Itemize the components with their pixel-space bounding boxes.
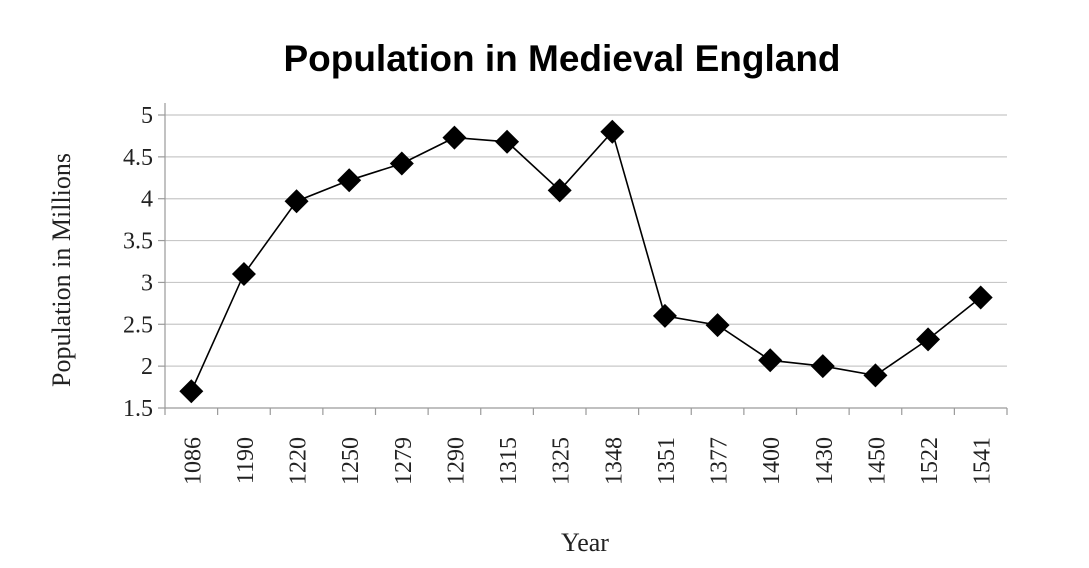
x-tick-label: 1220 <box>286 437 312 485</box>
axes <box>164 103 1007 409</box>
data-point-marker <box>652 303 677 328</box>
x-axis-title: Year <box>561 528 609 557</box>
data-point-marker <box>179 379 204 404</box>
x-tick-label: 1325 <box>549 437 575 485</box>
x-tick-label: 1086 <box>180 437 206 485</box>
x-tick-label: 1315 <box>496 437 522 485</box>
y-tick-label: 1.5 <box>123 396 153 422</box>
x-axis-ticks: 1086 1190 1220 1250 1279 1290 1315 1325 1348 1351… <box>164 408 1008 485</box>
x-tick-label: 1190 <box>233 437 259 484</box>
x-tick-label: 1430 <box>812 437 838 485</box>
data-point-marker <box>705 313 730 338</box>
x-tick-label: 1522 <box>917 437 943 485</box>
y-tick-label: 3 <box>141 270 153 296</box>
data-point-marker <box>810 354 835 379</box>
chart-title: Population in Medieval England <box>283 38 840 79</box>
x-tick-label: 1541 <box>970 437 996 485</box>
x-tick-label: 1377 <box>707 437 733 485</box>
series-population <box>179 119 993 404</box>
data-point-marker <box>442 125 467 150</box>
data-point-marker <box>389 151 414 176</box>
y-tick-label: 2 <box>141 354 153 380</box>
x-tick-label: 1450 <box>864 437 890 485</box>
data-point-marker <box>337 168 362 193</box>
data-point-marker <box>863 363 888 388</box>
y-axis-ticks: 1.5 2 2.5 3 3.5 4 4.5 5 <box>123 103 165 422</box>
series-line <box>190 130 982 392</box>
data-point-marker <box>495 129 520 154</box>
x-tick-label: 1279 <box>391 437 417 485</box>
x-tick-label: 1250 <box>338 437 364 485</box>
data-point-marker <box>968 285 993 310</box>
data-point-marker <box>600 119 625 144</box>
y-tick-label: 4.5 <box>123 145 153 171</box>
y-tick-label: 2.5 <box>123 312 153 338</box>
x-tick-label: 1348 <box>601 437 627 485</box>
data-point-marker <box>916 327 941 352</box>
y-tick-label: 3.5 <box>123 229 153 255</box>
gridlines <box>165 114 1007 367</box>
data-point-marker <box>547 178 572 203</box>
y-tick-label: 5 <box>141 103 153 129</box>
data-point-marker <box>284 189 309 214</box>
x-tick-label: 1400 <box>759 437 785 485</box>
y-axis-title: Population in Millions <box>47 153 76 387</box>
y-tick-label: 4 <box>141 187 153 213</box>
x-tick-label: 1351 <box>654 437 680 485</box>
data-point-marker <box>231 262 256 287</box>
data-point-marker <box>758 348 783 373</box>
x-tick-label: 1290 <box>443 437 469 485</box>
